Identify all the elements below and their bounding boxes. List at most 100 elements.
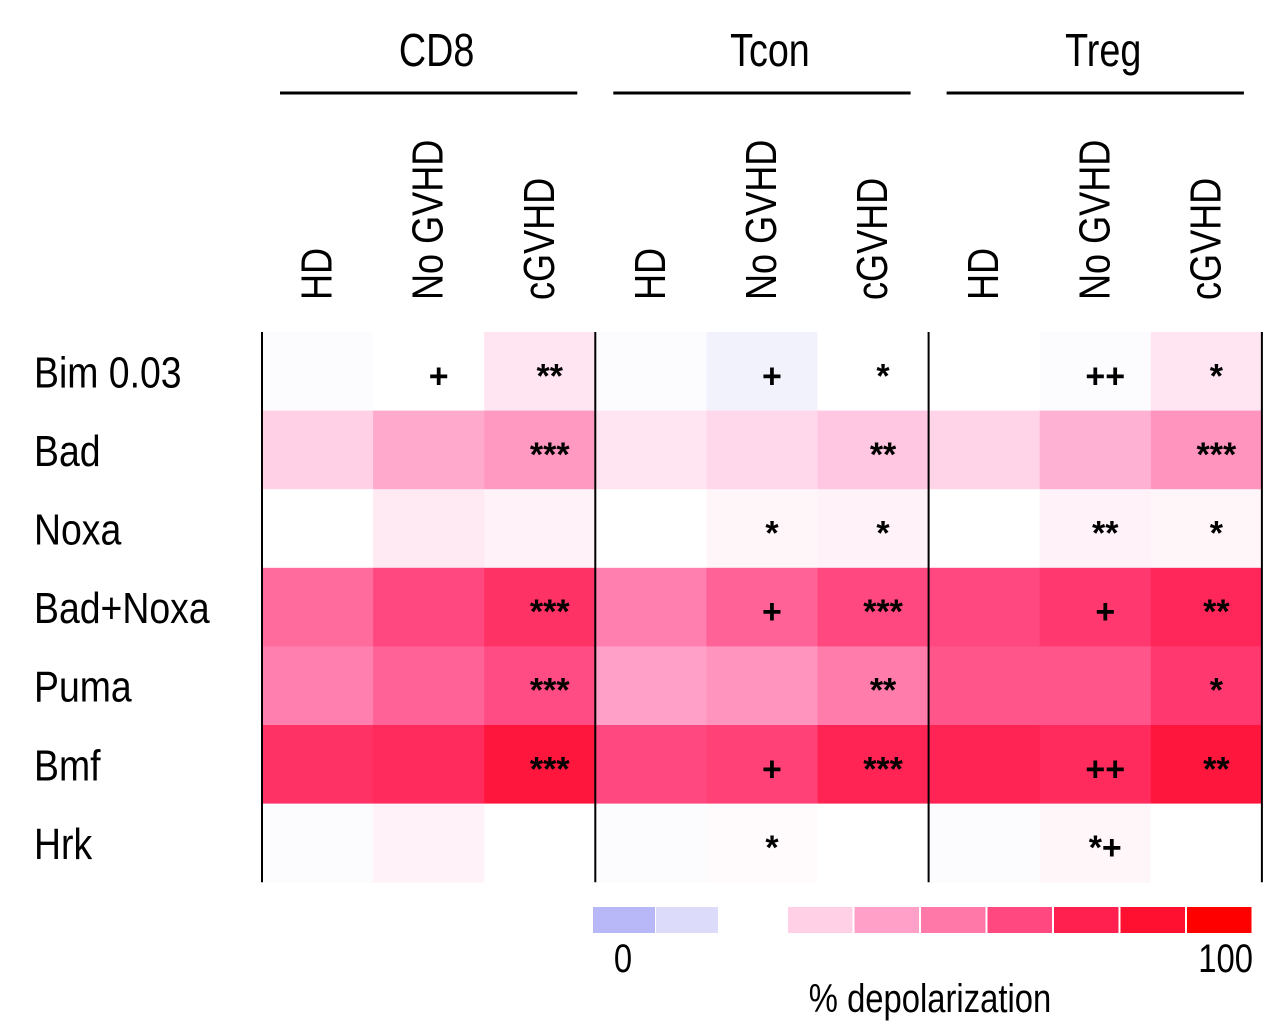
heatmap-cell xyxy=(928,332,1041,412)
heatmap-cell xyxy=(595,803,707,883)
row-label: Puma xyxy=(34,662,132,712)
heatmap-cell xyxy=(928,803,1041,883)
group-label: Treg xyxy=(1065,24,1141,75)
heatmap-cell xyxy=(1039,646,1152,726)
heatmap-cell xyxy=(1039,410,1152,490)
heatmap-cell xyxy=(706,410,819,490)
colorbar-swatch xyxy=(593,907,655,933)
row-label: Noxa xyxy=(34,505,122,555)
significance-annotation: *** xyxy=(863,750,903,788)
significance-annotation: ++ xyxy=(1085,357,1125,395)
significance-annotation: *** xyxy=(1196,436,1236,474)
heatmap-cell xyxy=(484,332,596,412)
column-label: HD xyxy=(959,248,1008,300)
significance-annotation: ** xyxy=(870,672,897,710)
significance-annotation: + xyxy=(1095,593,1115,631)
colorbar-swatch xyxy=(1054,907,1119,933)
row-label: Bad+Noxa xyxy=(34,583,210,633)
heatmap-cell xyxy=(262,332,374,412)
heatmap-cell xyxy=(1150,567,1263,647)
heatmap-cell xyxy=(595,567,707,647)
heatmap-cell xyxy=(373,410,485,490)
column-label: cGVHD xyxy=(848,178,897,300)
significance-annotation: *** xyxy=(530,672,570,710)
column-label: cGVHD xyxy=(1181,178,1230,300)
significance-annotation: ** xyxy=(537,357,564,395)
significance-annotation: ** xyxy=(1092,515,1119,553)
heatmap-cell xyxy=(373,332,485,412)
heatmap-cell xyxy=(817,332,930,412)
significance-annotation: * xyxy=(876,357,890,395)
column-label: HD xyxy=(292,248,341,300)
heatmap-cell xyxy=(928,725,1041,805)
heatmap-cell xyxy=(1039,567,1152,647)
colorbar-swatch xyxy=(854,907,919,933)
significance-annotation: * xyxy=(876,515,890,553)
heatmap-cell xyxy=(1150,410,1263,490)
group-label: CD8 xyxy=(399,24,474,75)
heatmap-cell xyxy=(1150,332,1263,412)
group-label: Tcon xyxy=(730,24,810,75)
significance-annotation: * xyxy=(1210,357,1224,395)
row-label: Hrk xyxy=(34,819,93,869)
colorbar-swatch xyxy=(1187,907,1252,933)
significance-annotation: *+ xyxy=(1089,829,1122,867)
column-label: HD xyxy=(625,248,674,300)
column-label: cGVHD xyxy=(514,178,563,300)
heatmap-cell xyxy=(484,803,596,883)
heatmap-cell xyxy=(706,567,819,647)
colorbar-min-label: 0 xyxy=(614,936,632,981)
heatmap-cell xyxy=(706,646,819,726)
significance-annotation: *** xyxy=(863,593,903,631)
column-label: No GVHD xyxy=(403,140,452,300)
significance-annotation: *** xyxy=(530,750,570,788)
row-label: Bmf xyxy=(34,740,101,790)
heatmap-cell xyxy=(1150,725,1263,805)
heatmap-cell xyxy=(706,332,819,412)
significance-annotation: *** xyxy=(530,436,570,474)
heatmap-cell xyxy=(484,489,596,569)
heatmap-cell xyxy=(817,567,930,647)
heatmap-cell xyxy=(262,489,374,569)
heatmap-cell xyxy=(1150,803,1263,883)
heatmap-cell xyxy=(595,646,707,726)
colorbar-swatch xyxy=(987,907,1052,933)
significance-annotation: + xyxy=(762,357,782,395)
heatmap-cell xyxy=(1039,332,1152,412)
heatmap-cell xyxy=(484,410,596,490)
heatmap-cell xyxy=(817,410,930,490)
heatmap-cell xyxy=(1150,646,1263,726)
heatmap-cell xyxy=(928,410,1041,490)
significance-annotation: ++ xyxy=(1085,750,1125,788)
colorbar-swatch xyxy=(788,907,853,933)
heatmap-cell xyxy=(373,803,485,883)
colorbar-max-label: 100 xyxy=(1198,936,1253,981)
significance-annotation: *** xyxy=(530,593,570,631)
heatmap-cell xyxy=(706,803,819,883)
heatmap-cell xyxy=(817,803,930,883)
heatmap-cell xyxy=(1039,725,1152,805)
heatmap-cell xyxy=(262,725,374,805)
heatmap-cell xyxy=(706,489,819,569)
heatmap-cell xyxy=(484,646,596,726)
heatmap-cell xyxy=(817,646,930,726)
row-label: Bim 0.03 xyxy=(34,347,182,397)
significance-annotation: * xyxy=(1210,515,1224,553)
colorbar-title: % depolarization xyxy=(809,976,1051,1021)
heatmap-cell xyxy=(595,410,707,490)
heatmap-cell xyxy=(373,725,485,805)
heatmap-cell xyxy=(928,567,1041,647)
significance-annotation: + xyxy=(762,750,782,788)
heatmap-cell xyxy=(262,646,374,726)
significance-annotation: ** xyxy=(1203,593,1230,631)
heatmap-cell xyxy=(817,489,930,569)
colorbar-swatch xyxy=(921,907,986,933)
significance-annotation: ** xyxy=(1203,750,1230,788)
heatmap-cell xyxy=(928,489,1041,569)
colorbar-swatch xyxy=(1120,907,1185,933)
heatmap-cell xyxy=(262,803,374,883)
column-label: No GVHD xyxy=(737,140,786,300)
heatmap-cell xyxy=(706,725,819,805)
heatmap-cell xyxy=(1039,489,1152,569)
heatmap-cell xyxy=(595,489,707,569)
